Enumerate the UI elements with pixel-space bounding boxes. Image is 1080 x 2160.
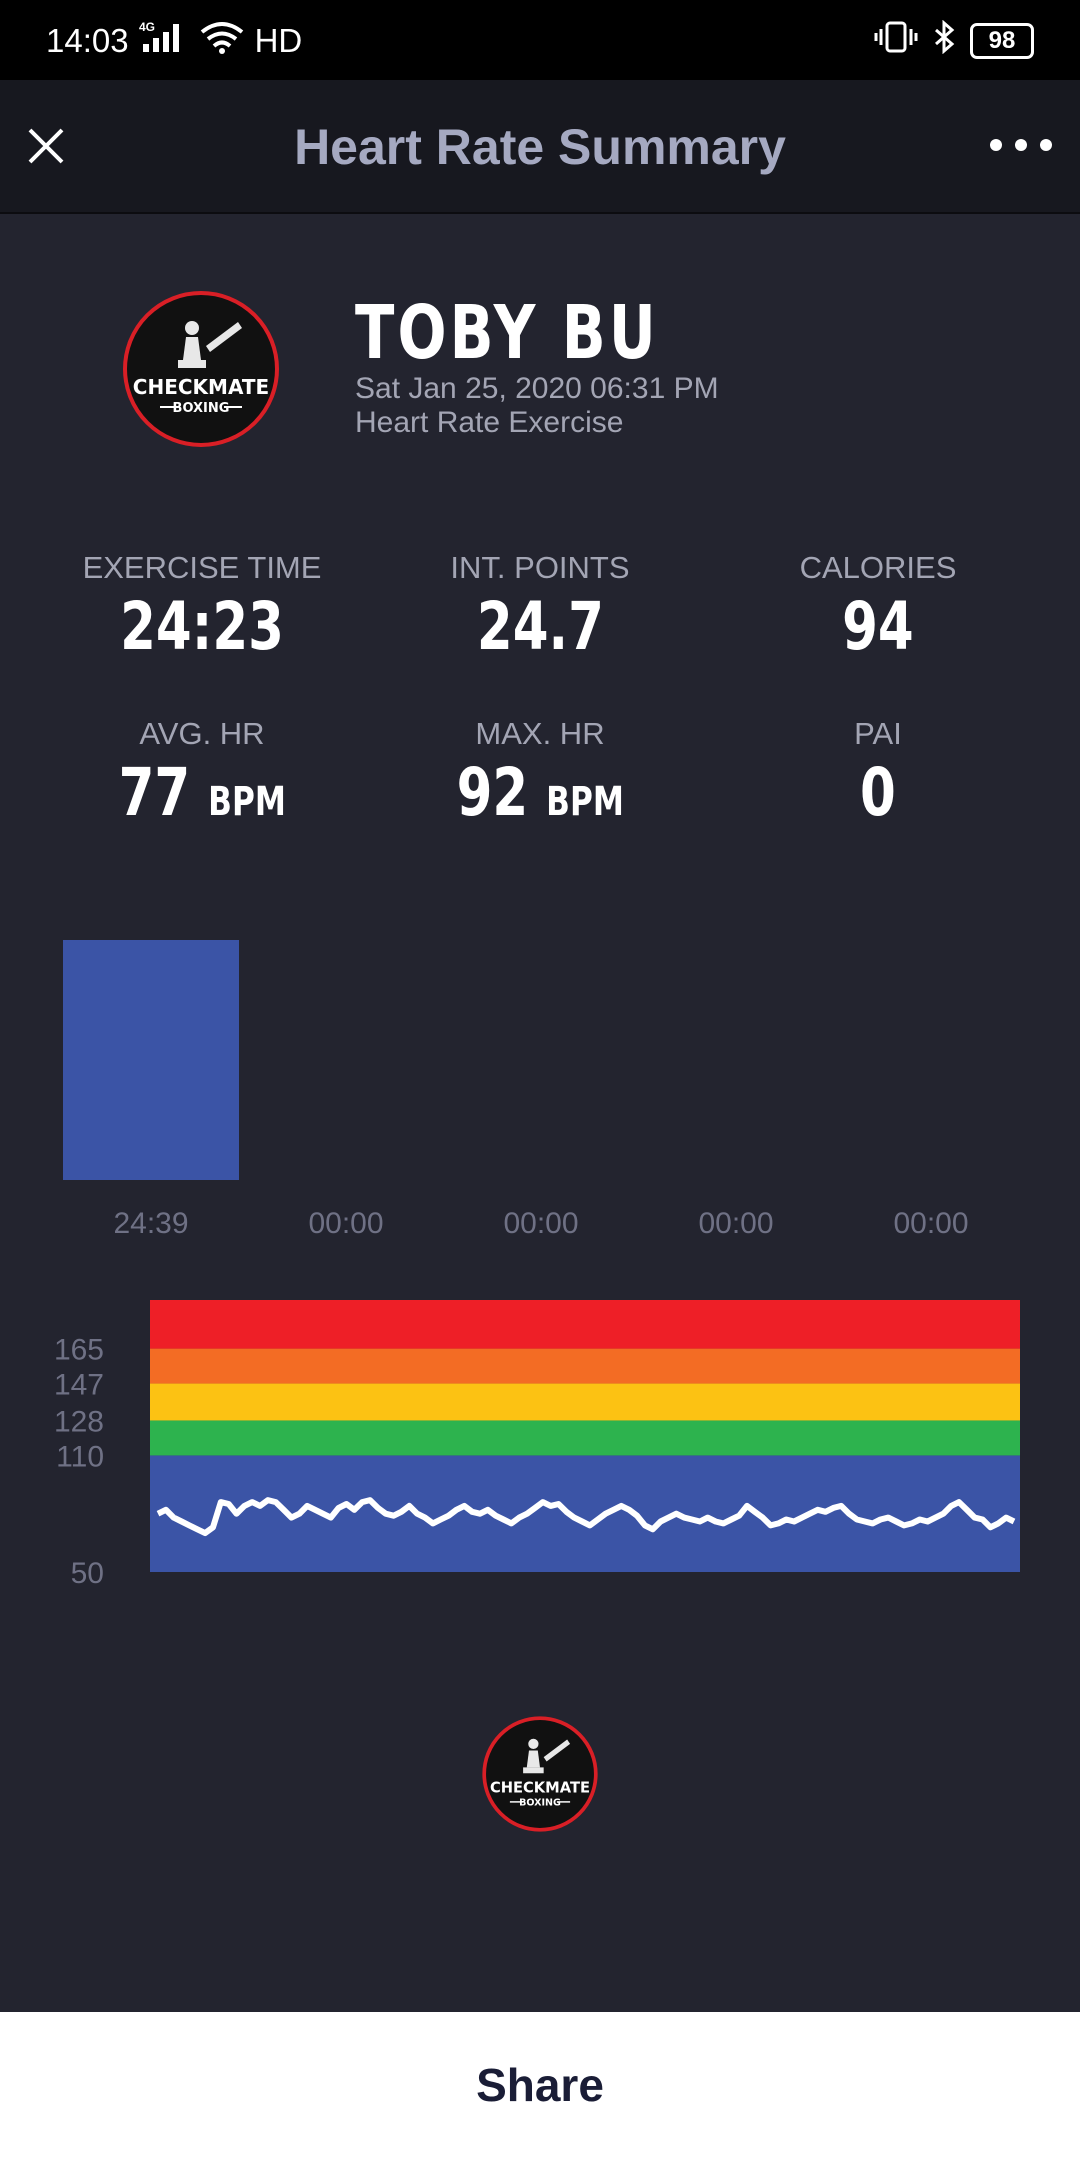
hr-zone-band	[150, 1455, 1020, 1572]
stat-value: 24:23	[120, 588, 284, 665]
vibrate-icon	[874, 20, 918, 62]
close-button[interactable]	[22, 122, 70, 170]
stat-label: INT. POINTS	[450, 550, 630, 585]
app-header: Heart Rate Summary	[0, 80, 1080, 214]
stat-label: PAI	[854, 716, 902, 751]
stat-value: 24.7	[476, 588, 604, 665]
svg-text:4G: 4G	[139, 20, 155, 34]
zone-bar	[63, 940, 239, 1180]
close-icon	[28, 128, 64, 164]
cellular-signal-icon: 4G	[139, 20, 189, 62]
bar-label: 00:00	[503, 1207, 578, 1240]
session-datetime: Sat Jan 25, 2020 06:31 PM	[355, 372, 719, 405]
y-tick-label: 165	[54, 1334, 104, 1367]
stat-avg-hr: AVG. HR 77 BPM	[22, 716, 382, 831]
hr-zone-band	[150, 1383, 1020, 1421]
hr-zone-band	[150, 1300, 1020, 1349]
share-label: Share	[476, 2059, 604, 2111]
stat-calories: CALORIES 94	[698, 550, 1058, 665]
stat-int-points: INT. POINTS 24.7	[360, 550, 720, 665]
y-tick-label: 147	[54, 1369, 104, 1402]
stat-exercise-time: EXERCISE TIME 24:23	[22, 550, 382, 665]
stat-label: AVG. HR	[139, 716, 265, 751]
status-bar: 14:03 4G HD	[0, 0, 1080, 80]
hr-zone-band	[150, 1348, 1020, 1384]
chess-pawn-icon	[523, 1738, 571, 1774]
gym-logo: CHECKMATE BOXING	[122, 290, 280, 448]
wifi-icon	[199, 20, 245, 62]
gym-logo-small: CHECKMATE BOXING	[482, 1716, 598, 1832]
y-tick-label: 110	[56, 1440, 104, 1473]
chess-pawn-icon	[178, 321, 242, 368]
clock: 14:03	[46, 22, 129, 59]
svg-text:BOXING: BOXING	[173, 401, 230, 416]
stat-value: 0	[860, 754, 896, 831]
heart-rate-line	[156, 1497, 1016, 1537]
bar-label: 00:00	[893, 1207, 968, 1240]
svg-text:BOXING: BOXING	[519, 1798, 561, 1809]
stat-label: EXERCISE TIME	[82, 550, 322, 585]
bluetooth-icon	[932, 19, 956, 62]
share-button[interactable]: Share	[0, 2012, 1080, 2160]
svg-text:CHECKMATE: CHECKMATE	[133, 375, 269, 399]
bar-label: 24:39	[113, 1207, 188, 1240]
stat-value: 92 BPM	[456, 754, 624, 831]
zone-time-bar-chart: 24:39 00:00 00:00 00:00 00:00	[63, 940, 969, 1240]
battery-indicator: 98	[970, 23, 1034, 59]
stat-label: CALORIES	[799, 550, 957, 585]
activity-type: Heart Rate Exercise	[355, 406, 624, 439]
stat-label: MAX. HR	[475, 716, 605, 751]
stat-value: 94	[842, 588, 914, 665]
stat-max-hr: MAX. HR 92 BPM	[360, 716, 720, 831]
y-tick-label: 128	[54, 1405, 104, 1438]
bar-label: 00:00	[308, 1207, 383, 1240]
bar-label: 00:00	[698, 1207, 773, 1240]
y-tick-label: 50	[71, 1557, 104, 1590]
stat-pai: PAI 0	[698, 716, 1058, 831]
user-name: TOBY BU	[355, 290, 659, 376]
more-options-button[interactable]	[986, 120, 1056, 170]
hd-indicator: HD	[254, 22, 303, 59]
more-dots-icon	[990, 139, 1052, 151]
svg-text:CHECKMATE: CHECKMATE	[490, 1779, 590, 1796]
page-title: Heart Rate Summary	[294, 119, 786, 175]
stat-value: 77 BPM	[118, 754, 286, 831]
hr-zone-band	[150, 1420, 1020, 1456]
